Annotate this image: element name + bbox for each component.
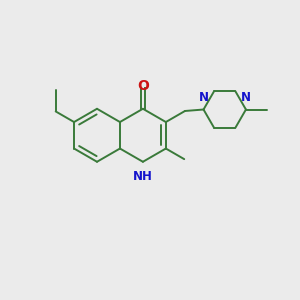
Text: NH: NH xyxy=(133,170,153,183)
Text: N: N xyxy=(241,91,251,104)
Text: O: O xyxy=(137,79,149,93)
Text: N: N xyxy=(199,91,208,104)
